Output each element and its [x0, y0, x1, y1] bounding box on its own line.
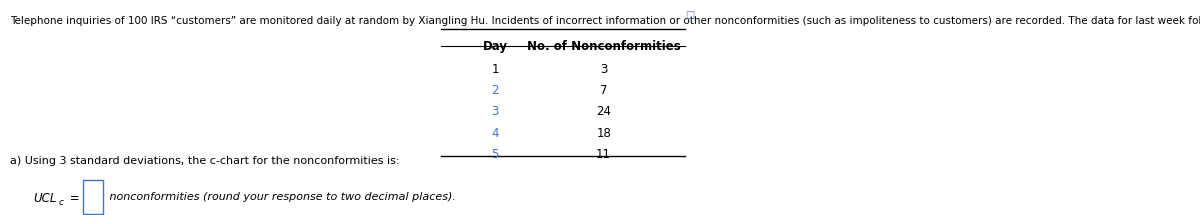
Text: 24: 24 [596, 105, 611, 118]
Text: Telephone inquiries of 100 IRS “customers” are monitored daily at random by Xian: Telephone inquiries of 100 IRS “customer… [11, 16, 1200, 26]
Text: 18: 18 [596, 127, 611, 140]
Text: 7: 7 [600, 84, 607, 97]
Text: 3: 3 [491, 105, 499, 118]
FancyBboxPatch shape [83, 180, 103, 214]
Text: 3: 3 [600, 63, 607, 76]
Text: 4: 4 [491, 127, 499, 140]
Text: c: c [59, 198, 64, 207]
Text: 2: 2 [491, 84, 499, 97]
Text: No. of Nonconformities: No. of Nonconformities [527, 40, 680, 53]
Text: nonconformities (round your response to two decimal places).: nonconformities (round your response to … [106, 192, 456, 202]
Text: UCL: UCL [34, 192, 56, 205]
Text: 11: 11 [596, 148, 611, 161]
Text: a) Using 3 standard deviations, the c-chart for the nonconformities is:: a) Using 3 standard deviations, the c-ch… [11, 156, 400, 166]
Text: 1: 1 [491, 63, 499, 76]
Text: 5: 5 [491, 148, 499, 161]
Text: =: = [66, 192, 79, 205]
Text: Day: Day [482, 40, 508, 53]
Text: □: □ [685, 10, 695, 20]
